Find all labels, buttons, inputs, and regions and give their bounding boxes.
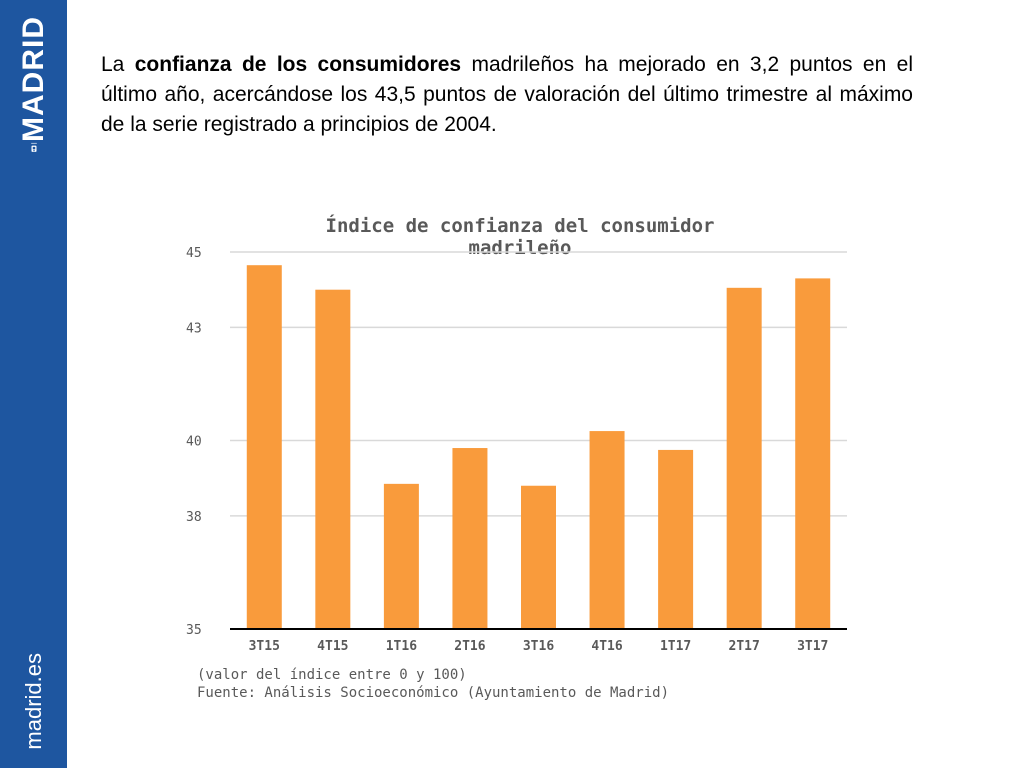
bar <box>315 289 351 629</box>
bar <box>383 483 419 629</box>
y-tick-label: 35 <box>186 623 202 638</box>
x-tick-label: 3T17 <box>797 639 828 654</box>
x-tick-label: 2T17 <box>729 639 760 654</box>
source-note: Fuente: Análisis Socioeconómico (Ayuntam… <box>197 685 670 701</box>
intro-text-end: madrileños ha mejorado en 3,2 puntos en … <box>101 53 913 136</box>
intro-text-start: La <box>101 53 135 76</box>
y-tick-label: 38 <box>186 510 202 525</box>
site-link[interactable]: madrid.es <box>21 653 46 750</box>
x-tick-label: 1T16 <box>386 639 417 654</box>
x-tick-label: 3T16 <box>523 639 554 654</box>
bar <box>589 431 625 629</box>
intro-paragraph: La confianza de los consumidores madrile… <box>101 50 913 140</box>
bar <box>726 287 762 629</box>
bar <box>452 448 488 629</box>
index-range-note: (valor del índice entre 0 y 100) <box>197 667 467 683</box>
chart-container: Índice de confianza del consumidor madri… <box>180 205 860 705</box>
y-tick-label: 40 <box>186 435 202 450</box>
madrid-logo[interactable]: MADRID <box>17 16 51 152</box>
brand-divider <box>31 142 37 144</box>
bar <box>658 449 694 629</box>
x-tick-label: 2T16 <box>454 639 485 654</box>
x-tick-label: 4T15 <box>317 639 348 654</box>
bar <box>795 278 831 629</box>
y-tick-label: 45 <box>186 246 202 261</box>
intro-text-bold: confianza de los consumidores <box>134 53 462 76</box>
x-tick-label: 4T16 <box>591 639 622 654</box>
bar-chart: 45 43 40 38 35 3T15 4T15 1T16 2T16 3T16 4T16 1T17 2T… <box>186 246 847 654</box>
sidebar: MADRID madrid.es <box>0 0 67 768</box>
chart-notes: (valor del índice entre 0 y 100) Fuente:… <box>197 666 669 702</box>
bar <box>521 485 556 629</box>
x-tick-label: 3T15 <box>249 639 280 654</box>
brand-wordmark: MADRID <box>17 16 50 142</box>
chart-title: Índice de confianza del consumidor madri… <box>325 215 715 259</box>
x-tick-label: 1T17 <box>660 639 691 654</box>
y-tick-label: 43 <box>186 321 202 336</box>
bar <box>246 265 282 629</box>
madrid-crest-icon <box>31 145 37 152</box>
